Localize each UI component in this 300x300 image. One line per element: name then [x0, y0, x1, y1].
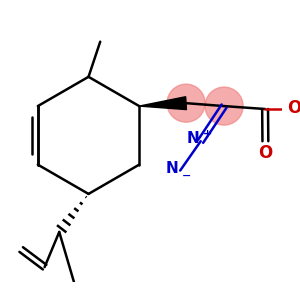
- Circle shape: [205, 87, 243, 125]
- Text: +: +: [202, 129, 212, 139]
- Text: N: N: [187, 131, 199, 146]
- Text: O: O: [259, 144, 273, 162]
- Text: O: O: [287, 99, 300, 117]
- Polygon shape: [139, 97, 187, 110]
- Circle shape: [167, 84, 205, 122]
- Text: −: −: [182, 171, 191, 181]
- Text: N: N: [166, 160, 179, 175]
